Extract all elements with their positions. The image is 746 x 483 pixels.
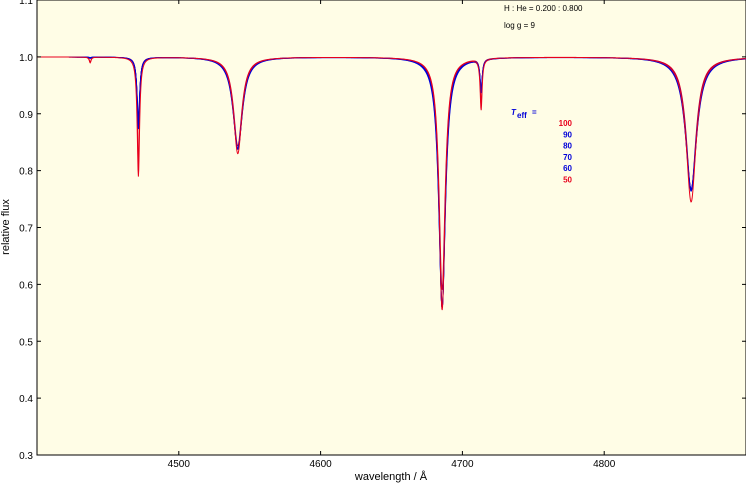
- y-tick-label: 0.9: [19, 110, 33, 121]
- legend-title-sub: eff: [517, 111, 527, 120]
- legend: T eff = 100 90 80 70 60 50: [511, 108, 573, 185]
- legend-entry-50: 50: [563, 176, 572, 185]
- series-layer: [37, 56, 746, 311]
- series-line-50: [37, 56, 746, 311]
- legend-title-eq: =: [532, 108, 537, 117]
- y-tick-label: 0.8: [19, 167, 33, 178]
- legend-entries: 100 90 80 70 60 50: [559, 119, 573, 185]
- logg-annotation: log g = 9: [504, 21, 535, 30]
- y-tick-label: 0.4: [19, 394, 33, 405]
- legend-entry-70: 70: [563, 153, 572, 162]
- axes-layer: 0.3 0.4 0.5 0.6 0.7 0.8 0.9 1.0 1.1 4500 4600 4700 4…: [19, 0, 746, 470]
- legend-entry-100: 100: [559, 119, 573, 128]
- x-tick-label: 4700: [451, 459, 474, 470]
- x-axis-label: wavelength / Å: [354, 470, 428, 483]
- y-axis-label: relative flux: [0, 199, 12, 255]
- x-tick-label: 4600: [309, 459, 332, 470]
- legend-entry-60: 60: [563, 164, 572, 173]
- plot-area: [36, 0, 746, 456]
- y-tick-label: 0.6: [19, 280, 33, 291]
- x-tick-label: 4500: [168, 459, 191, 470]
- legend-title: T: [511, 108, 517, 117]
- y-tick-label: 1.1: [19, 0, 33, 7]
- legend-entry-80: 80: [563, 142, 572, 151]
- y-tick-label: 0.3: [19, 451, 33, 462]
- y-tick-label: 0.7: [19, 224, 33, 235]
- y-tick-label: 1.0: [19, 53, 33, 64]
- legend-entry-90: 90: [563, 130, 572, 139]
- y-tick-label: 0.5: [19, 337, 33, 348]
- ratio-annotation: H : He = 0.200 : 0.800: [504, 4, 583, 13]
- x-tick-label: 4800: [593, 459, 616, 470]
